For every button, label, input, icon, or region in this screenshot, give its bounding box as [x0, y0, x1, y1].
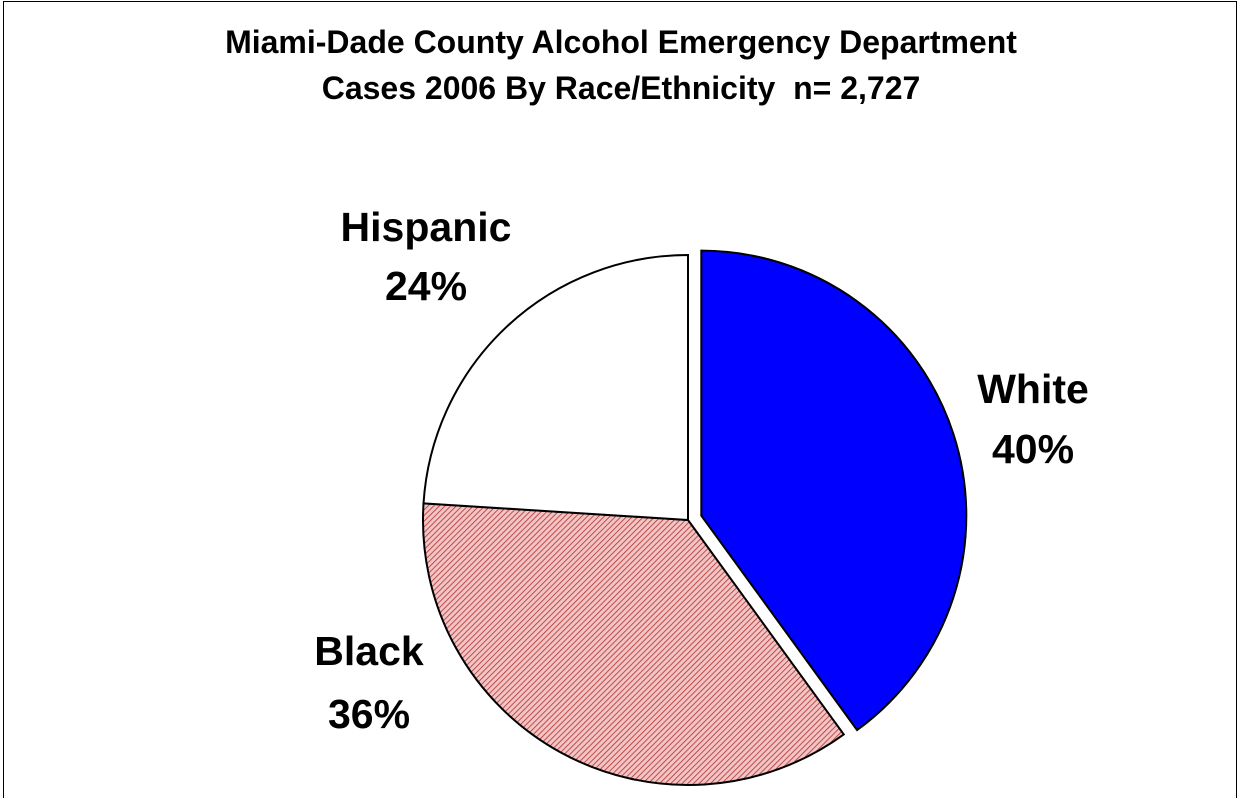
pie-slice-white — [700, 249, 968, 732]
slice-value-black: 36% — [328, 691, 410, 737]
chart-title-line-2: Cases 2006 By Race/Ethnicity n= 2,727 — [321, 70, 921, 106]
slice-value-white: 40% — [992, 426, 1074, 472]
slice-label-white: White — [977, 366, 1089, 412]
slice-label-hispanic: Hispanic — [341, 204, 512, 250]
slice-value-hispanic: 24% — [385, 263, 467, 309]
pie-slice-black — [422, 502, 846, 786]
slice-label-black: Black — [314, 628, 424, 674]
chart-frame — [3, 1, 1237, 798]
pie-slice-hispanic — [422, 253, 689, 522]
chart-title-line-1: Miami-Dade County Alcohol Emergency Depa… — [225, 24, 1017, 60]
